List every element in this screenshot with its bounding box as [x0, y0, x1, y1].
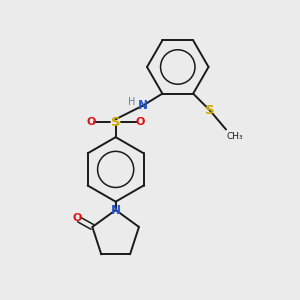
Text: S: S [111, 116, 121, 129]
Text: H: H [128, 97, 135, 107]
Text: S: S [205, 103, 214, 116]
Text: CH₃: CH₃ [226, 132, 243, 141]
Text: N: N [111, 203, 121, 217]
Text: O: O [86, 117, 96, 127]
Text: O: O [136, 117, 145, 127]
Text: O: O [73, 213, 82, 223]
Text: N: N [138, 99, 148, 112]
